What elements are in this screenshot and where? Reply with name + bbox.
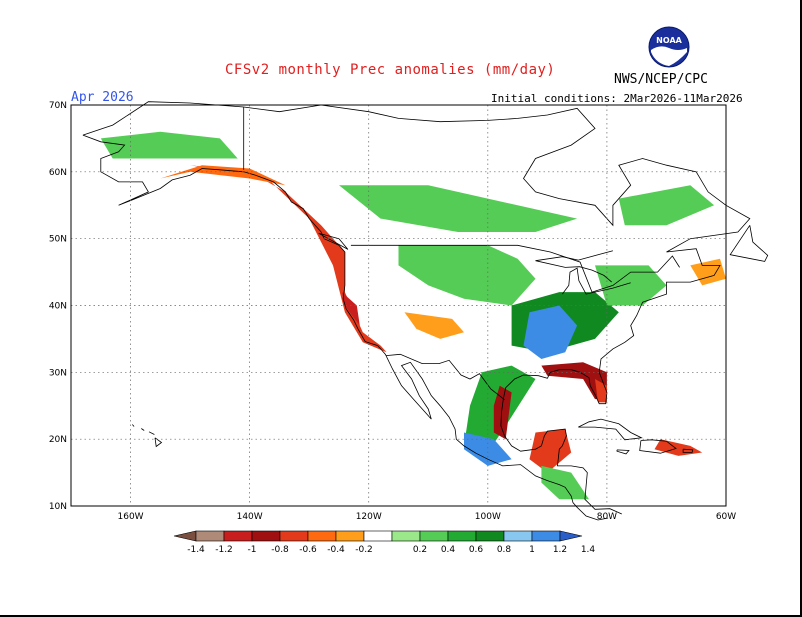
coastline-segment [578,418,643,441]
anomaly-alaska-gulf-coast [160,165,286,186]
colorbar-label: -1 [248,545,257,555]
coastline-segment [318,232,349,250]
lat-label: 20N [49,435,67,445]
lat-label: 10N [49,502,67,512]
lon-label: 160W [118,512,144,522]
coastline-segment [385,353,505,401]
anomaly-great-plains-wet [398,245,536,306]
latitude-labels: 70N 60N 50N 40N 30N 20N 10N [49,101,67,512]
colorbar-label: -0.8 [271,545,289,555]
colorbar-label: -0.2 [355,545,373,555]
colorbar-label: -0.6 [299,545,317,555]
coastline-segment [639,439,677,454]
colorbar: -1.4 -1.2 -1 -0.8 -0.6 -0.4 -0.2 0.2 0.4 0.6 0.8 1 1… [173,530,596,555]
longitude-labels: 160W 140W 120W 100W 80W 60W [118,512,737,522]
coastline-segment [141,428,145,431]
colorbar-swatch [475,530,505,542]
colorbar-swatch [419,530,449,542]
anomaly-mississippi-very-wet [523,305,578,359]
colorbar-swatch [391,530,421,542]
coastline-segment [148,431,155,435]
anomaly-southern-mexico-very-wet [464,432,512,466]
anomaly-central-america-wet [541,465,589,500]
anomaly-yucatan-dry [529,429,572,473]
colorbar-label: -1.2 [215,545,233,555]
anomaly-alaska-interior-wet [100,131,238,159]
colorbar-swatch [251,530,281,542]
lat-label: 70N [49,101,67,111]
colorbar-swatch [279,530,309,542]
anomaly-quebec-wet [618,185,715,226]
colorbar-swatch [223,530,253,542]
coastline-segment [682,448,694,453]
colorbar-label: 0.6 [469,545,484,555]
lon-label: 80W [597,512,617,522]
noaa-logo: NOAA [648,26,690,68]
anomaly-interior-west-light [404,312,464,339]
colorbar-swatch [335,530,365,542]
coastline-segment [350,244,680,293]
coastline-segment [82,134,609,521]
colorbar-swatch [447,530,477,542]
colorbar-swatch [307,530,337,542]
colorbar-label: 0.2 [413,545,427,555]
initial-conditions: Initial conditions: 2Mar2026-11Mar2026 [491,92,743,105]
chart-title: CFSv2 monthly Prec anomalies (mm/day) [225,62,556,78]
coastline-segment [132,424,135,427]
colorbar-swatch [363,530,393,542]
colorbar-label: 1.4 [581,545,596,555]
anomaly-california-coast-dry [341,292,360,326]
colorbar-swatch [531,530,561,542]
colorbar-label: -0.4 [327,545,345,555]
graticule-layer [71,105,726,506]
anomaly-canada-wet [339,185,578,232]
colorbar-swatch [195,530,225,542]
colorbar-low-extend [173,530,197,542]
coastline-segment [616,449,630,455]
colorbar-label: -1.4 [187,545,205,555]
lat-label: 40N [49,302,67,312]
lon-label: 60W [716,512,736,522]
colorbar-swatch [503,530,533,542]
lat-label: 30N [49,368,67,378]
coastline-segment [729,225,769,262]
map-border [70,104,727,507]
coastline-segment [82,101,751,515]
coastline-segment [154,437,163,448]
colorbar-label: 1.2 [553,545,567,555]
coastline-segment [561,267,631,295]
forecast-month: Apr 2026 [71,90,134,105]
colorbar-label: 0.4 [441,545,456,555]
agency-label: NWS/NCEP/CPC [614,72,708,87]
lon-label: 140W [237,512,263,522]
colorbar-high-extend [559,530,583,542]
lon-label: 100W [475,512,501,522]
anomaly-northeast-wet [595,265,667,306]
noaa-logo-text: NOAA [656,36,682,45]
coastline-layer [82,101,769,521]
colorbar-label: 0.8 [497,545,512,555]
anomaly-texas-coast-dry [493,385,512,440]
lon-label: 120W [356,512,382,522]
coastline-segment [535,250,614,283]
anomaly-gulf-coast-dry [541,362,607,400]
lat-label: 60N [49,168,67,178]
lat-label: 50N [49,235,67,245]
colorbar-label: 1 [529,545,535,555]
